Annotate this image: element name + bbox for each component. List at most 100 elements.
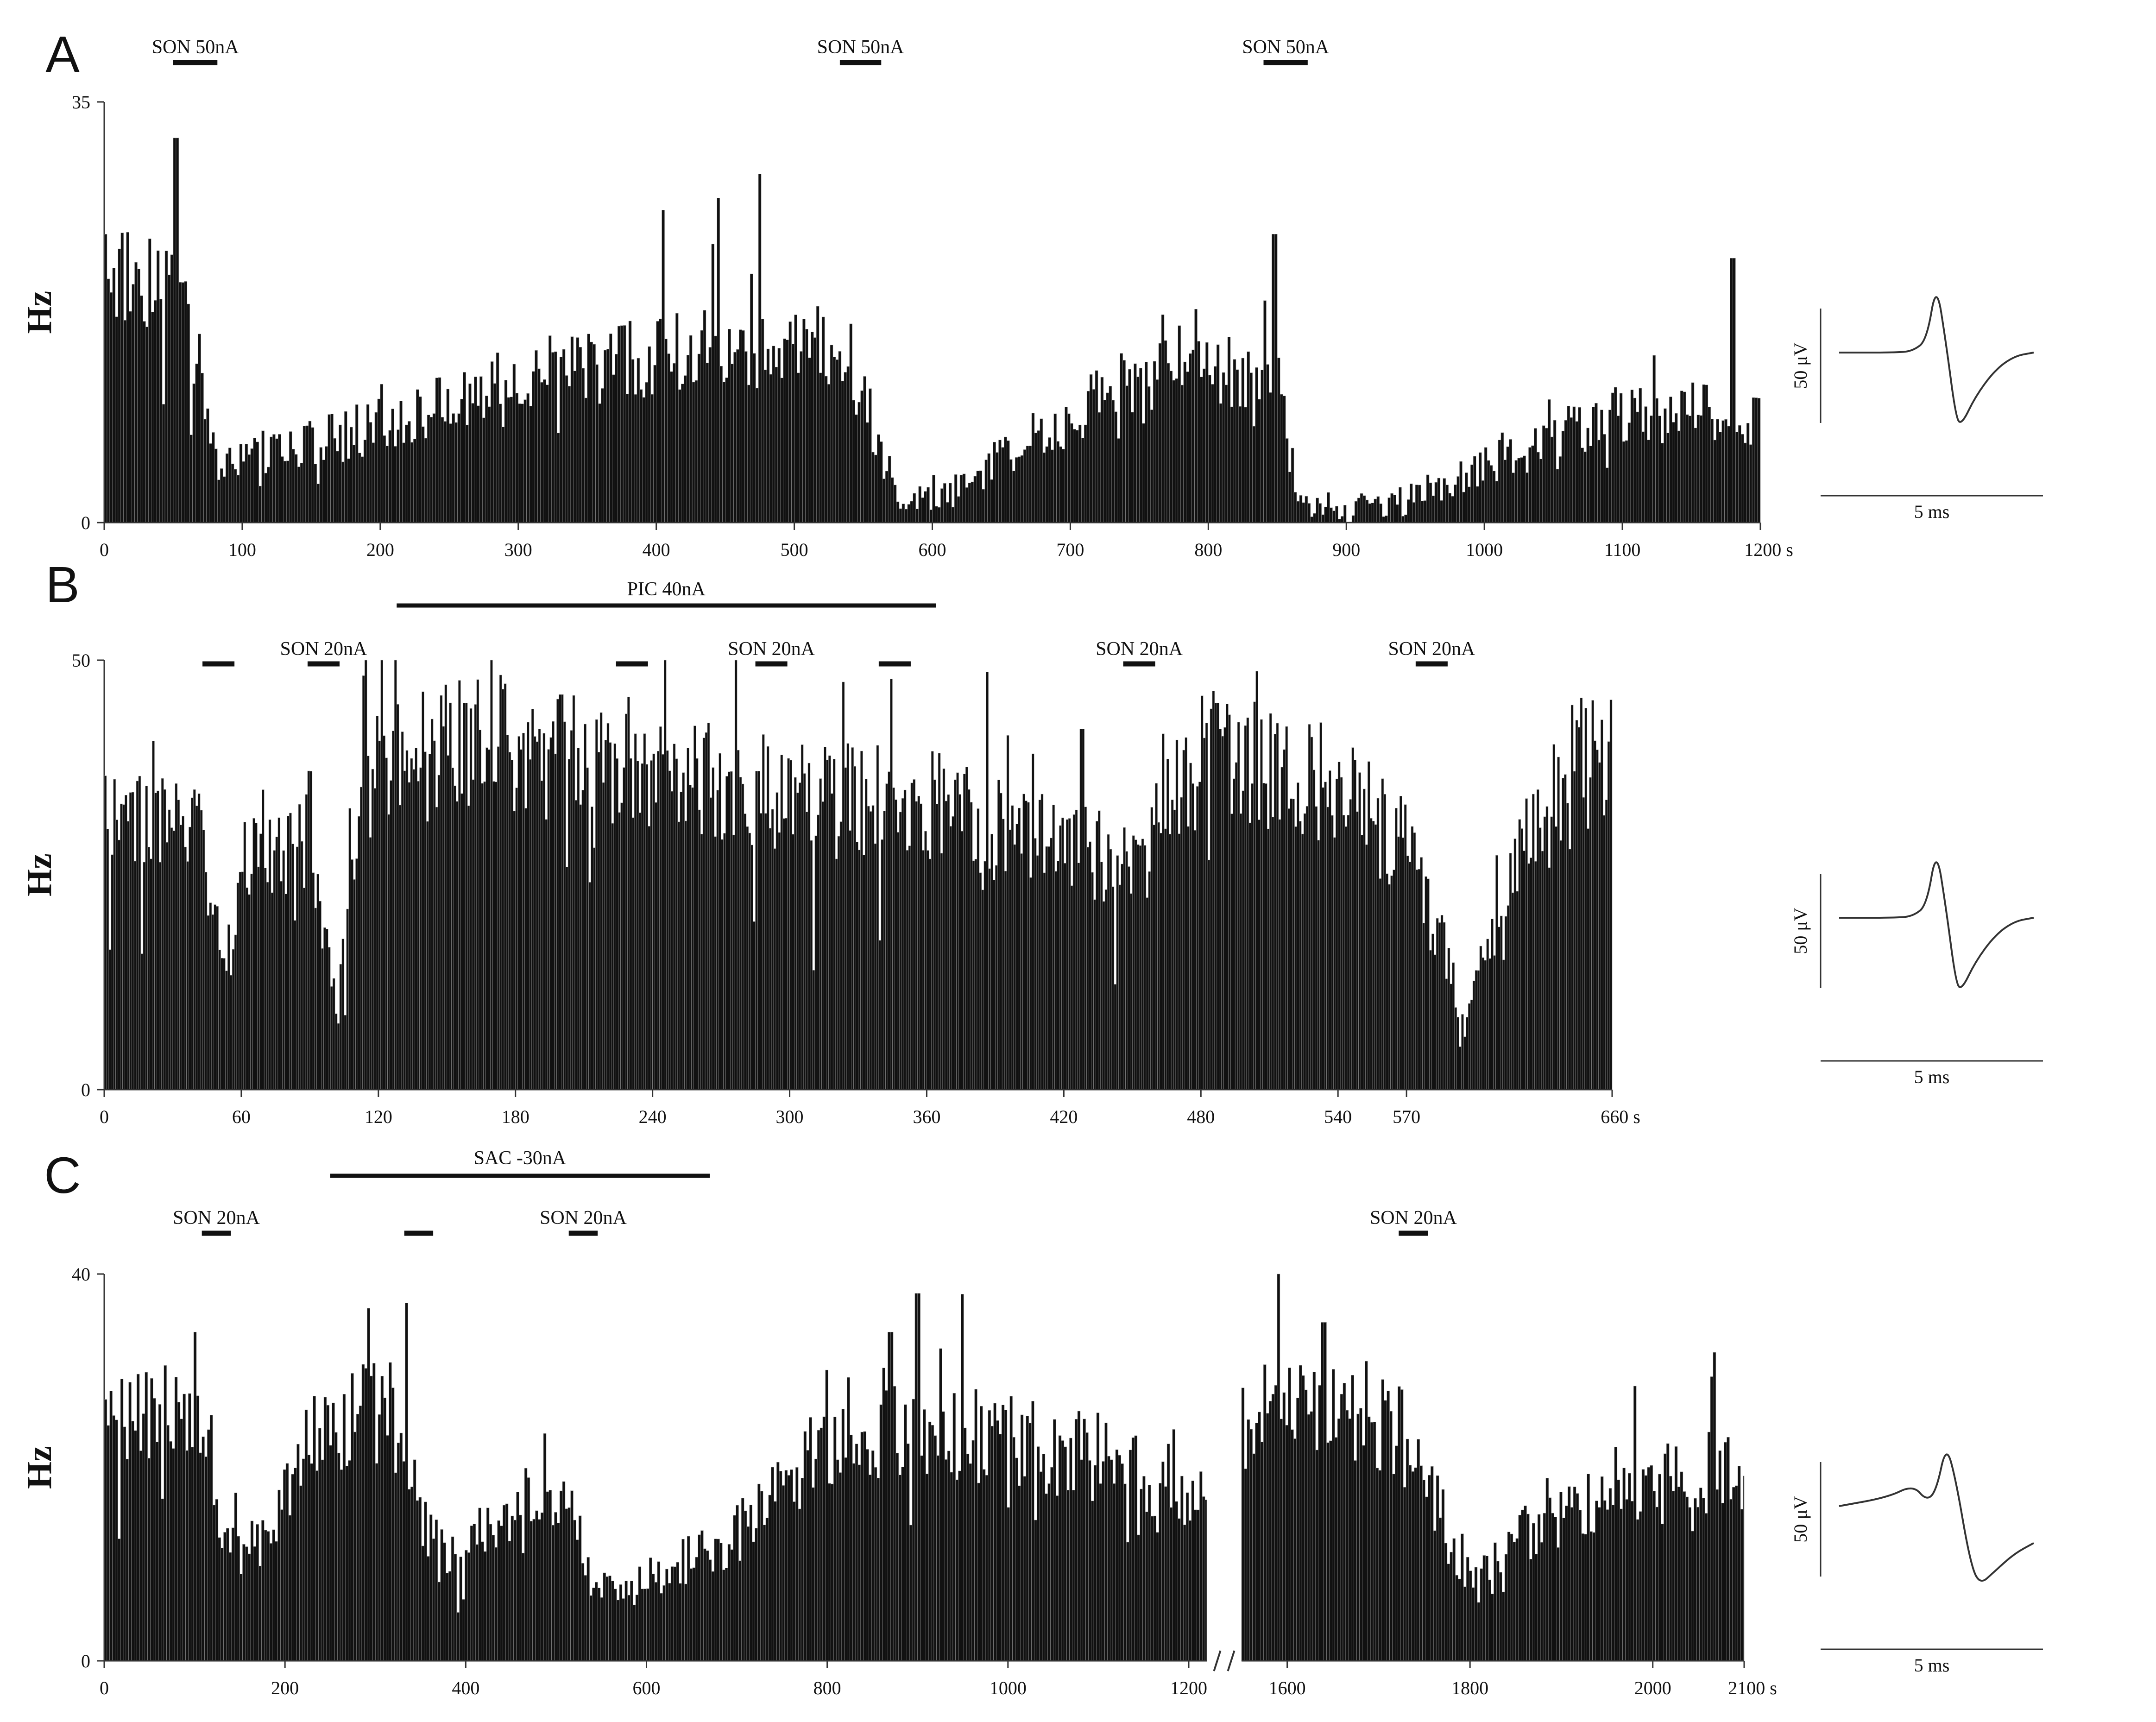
histogram-bar [1639,1511,1642,1661]
histogram-bar [802,319,806,523]
histogram-bar [1484,960,1487,1090]
histogram-bar [609,742,612,1090]
histogram-bar [330,414,334,523]
histogram-bar [1674,1446,1678,1661]
histogram-bar [988,1410,991,1661]
histogram-bar [1408,862,1412,1090]
histogram-bar [1387,1390,1390,1661]
histogram-bar [677,821,681,1090]
histogram-bar [1552,744,1556,1090]
histogram-bar [147,1458,151,1661]
histogram-bar [662,1585,666,1661]
histogram-bar [471,403,474,523]
y-tick-label: 40 [72,1264,90,1285]
histogram-bar [1523,455,1526,523]
histogram-bar [1641,431,1645,523]
histogram-bar [1188,1520,1192,1661]
histogram-bar [844,767,847,1090]
histogram-bar [778,832,781,1090]
histogram-bar [732,834,735,1090]
histogram-bar [676,1562,680,1661]
histogram-bar [810,840,813,1090]
histogram-bar [1198,782,1201,1090]
histogram-bar [225,971,228,1090]
histogram-bar [422,691,424,1090]
histogram-bar [192,383,195,523]
histogram-bar [120,233,124,523]
histogram-bar [865,779,868,1090]
histogram-bar [221,958,223,1090]
histogram-bar [1315,806,1318,1090]
histogram-bar [1438,922,1441,1090]
histogram-bar [454,1554,457,1661]
histogram-bar [1194,309,1198,523]
histogram-bar [259,833,262,1090]
histogram-bar [846,743,850,1090]
histogram-bar [1015,824,1019,1090]
histogram-bar [438,377,441,523]
histogram-bar [215,1499,219,1661]
histogram-bar [675,758,678,1090]
histogram-bar [1576,1493,1579,1661]
histogram-bar [588,882,591,1090]
histogram-bar [380,1376,384,1661]
histogram-bar [940,488,944,523]
histogram-bar [820,1427,823,1661]
histogram-bar [1538,827,1542,1090]
histogram-bar [1017,456,1021,523]
histogram-bar [577,748,580,1090]
histogram-bar [443,421,447,523]
histogram-bar [120,1379,124,1661]
histogram-bar [1598,762,1601,1090]
histogram-bar [1354,1460,1357,1661]
histogram-bar [126,232,129,523]
histogram-bar [1111,886,1115,1090]
histogram-bar [206,408,209,523]
histogram-bar [576,1539,579,1661]
histogram-bar [1715,1489,1719,1661]
histogram-bar [1614,1447,1618,1661]
histogram-bar [437,1582,441,1661]
histogram-bar [1611,392,1614,523]
histogram-bar [1136,844,1140,1090]
histogram-bar [299,1485,303,1661]
histogram-bar [1431,934,1434,1090]
histogram-bar [1285,726,1288,1090]
histogram-bar [1001,1405,1005,1661]
histogram-bar [190,1447,194,1661]
histogram-bar [827,384,831,523]
histogram-bar [1086,847,1089,1090]
histogram-bar [1397,836,1400,1090]
histogram-bar [649,1558,652,1661]
histogram-bar [264,473,267,523]
histogram-bar [1038,800,1041,1090]
histogram-bar [961,1294,964,1661]
histogram-bar [1191,349,1195,523]
histogram-bar [1578,407,1582,523]
histogram-bar [1047,1483,1051,1661]
histogram-bar [812,1487,815,1661]
histogram-bar [143,321,146,523]
histogram-bar [1415,869,1418,1090]
histogram-bar [559,357,563,523]
histogram-bar [1015,457,1018,523]
histogram-bar [1015,1457,1018,1661]
histogram-bar [348,808,351,1090]
histogram-bar [1278,819,1281,1090]
histogram-bar [1189,763,1192,1090]
histogram-bar [170,827,173,1090]
histogram-bar [792,834,794,1090]
histogram-bar [164,251,168,523]
histogram-bar [797,372,800,523]
histogram-bar [410,1486,414,1661]
histogram-bar [828,1483,831,1661]
histogram-bar [686,355,690,523]
histogram-bar [1495,481,1499,523]
histogram-bar [297,467,301,523]
histogram-bar [609,334,612,523]
histogram-bar [1212,691,1215,1090]
histogram-bar [1420,857,1423,1090]
histogram-bar [871,805,875,1090]
histogram-bar [255,823,258,1090]
histogram-bar [189,435,193,523]
